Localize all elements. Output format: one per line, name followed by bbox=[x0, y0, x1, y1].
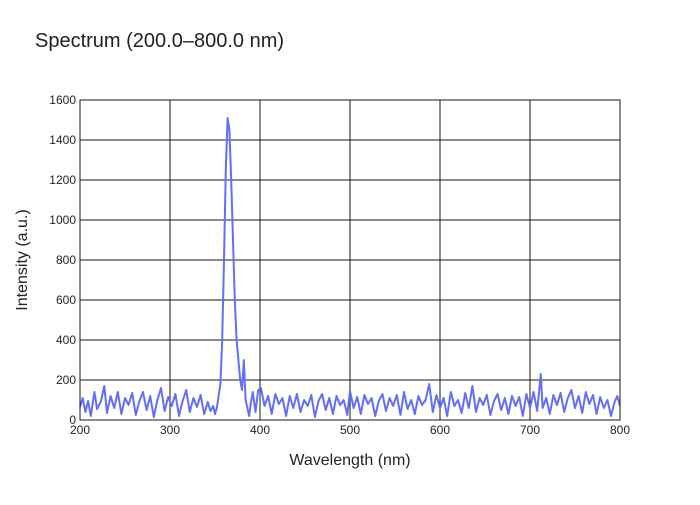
y-tick-label: 1600 bbox=[49, 93, 76, 107]
y-tick-label: 600 bbox=[56, 293, 76, 307]
y-tick-label: 1200 bbox=[49, 173, 76, 187]
y-tick-label: 0 bbox=[69, 413, 76, 427]
x-tick-label: 800 bbox=[610, 423, 630, 437]
x-tick-label: 400 bbox=[250, 423, 270, 437]
x-tick-label: 200 bbox=[70, 423, 90, 437]
y-tick-label: 1400 bbox=[49, 133, 76, 147]
y-tick-label: 200 bbox=[56, 373, 76, 387]
y-tick-label: 800 bbox=[56, 253, 76, 267]
spectrum-line bbox=[79, 117, 621, 418]
y-axis-label: Intensity (a.u.) bbox=[14, 209, 31, 310]
x-tick-label: 600 bbox=[430, 423, 450, 437]
plot-frame bbox=[79, 99, 621, 421]
y-tick-label: 1000 bbox=[49, 213, 76, 227]
x-tick-label: 700 bbox=[520, 423, 540, 437]
x-axis-label: Wavelength (nm) bbox=[289, 452, 410, 469]
x-tick-label: 500 bbox=[340, 423, 360, 437]
chart-title: Spectrum (200.0–800.0 nm) bbox=[35, 30, 285, 52]
y-tick-label: 400 bbox=[56, 333, 76, 347]
x-tick-label: 300 bbox=[160, 423, 180, 437]
